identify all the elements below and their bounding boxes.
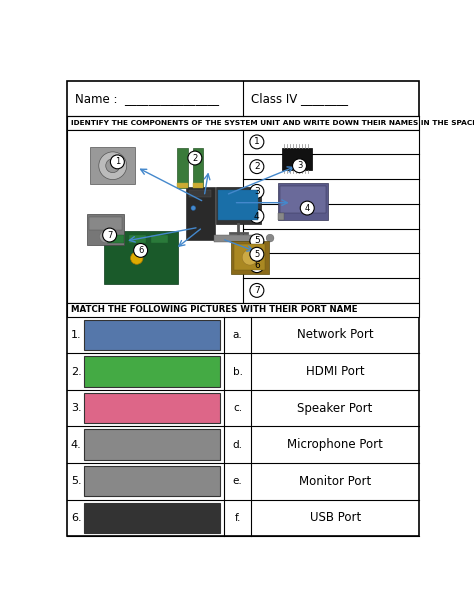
Circle shape [242, 250, 258, 265]
Circle shape [250, 234, 264, 248]
Circle shape [250, 247, 264, 261]
Text: Name :  ________________: Name : ________________ [75, 92, 219, 105]
Text: 7: 7 [107, 230, 112, 240]
Text: 1.: 1. [71, 330, 82, 340]
Bar [231, 241, 268, 274]
Text: 1: 1 [115, 158, 120, 166]
Bar [87, 214, 124, 245]
Bar [280, 186, 326, 213]
Bar [190, 191, 211, 197]
Bar [235, 244, 265, 271]
Bar [67, 303, 419, 316]
Bar [104, 231, 178, 284]
Bar [214, 235, 262, 242]
Bar [67, 130, 419, 303]
Text: e.: e. [233, 476, 242, 486]
Text: Monitor Port: Monitor Port [299, 475, 371, 488]
Text: HDMI Port: HDMI Port [306, 365, 365, 378]
Text: 4: 4 [254, 211, 260, 221]
Text: 7: 7 [254, 286, 260, 295]
Circle shape [250, 135, 264, 149]
Text: Speaker Port: Speaker Port [298, 401, 373, 415]
Bar [84, 466, 220, 496]
Circle shape [100, 230, 112, 243]
Text: IDENTIFY THE COMPONENTS OF THE SYSTEM UNIT AND WRITE DOWN THEIR NAMES IN THE SPA: IDENTIFY THE COMPONENTS OF THE SYSTEM UN… [71, 120, 474, 126]
Bar [192, 183, 203, 188]
Text: Network Port: Network Port [297, 329, 374, 342]
Text: USB Port: USB Port [310, 511, 361, 524]
Circle shape [103, 228, 117, 242]
Bar [283, 148, 312, 170]
Text: 5: 5 [254, 236, 260, 246]
Circle shape [250, 185, 264, 199]
Bar [84, 430, 220, 460]
Circle shape [110, 155, 124, 169]
Text: 5.: 5. [71, 476, 82, 486]
Circle shape [250, 258, 264, 273]
Bar [151, 235, 168, 243]
Bar [278, 183, 328, 221]
Bar [192, 148, 203, 188]
Circle shape [130, 252, 143, 265]
Text: 6: 6 [138, 246, 143, 255]
Circle shape [191, 206, 196, 210]
Bar [218, 189, 258, 221]
Text: 3: 3 [297, 161, 302, 170]
Circle shape [106, 159, 120, 173]
Text: 6.: 6. [71, 513, 82, 523]
Bar [84, 503, 220, 533]
Text: d.: d. [233, 440, 243, 450]
Bar [107, 235, 124, 243]
Text: 5: 5 [254, 250, 259, 259]
Bar [216, 188, 261, 224]
Bar [177, 183, 188, 188]
Bar [278, 213, 284, 221]
Text: b.: b. [233, 367, 243, 376]
Circle shape [266, 234, 274, 242]
Text: 6: 6 [254, 261, 260, 270]
Circle shape [188, 151, 202, 165]
Bar [90, 216, 122, 230]
Circle shape [250, 209, 264, 223]
Text: 4.: 4. [71, 440, 82, 450]
Text: 2.: 2. [71, 367, 82, 376]
Text: 1: 1 [254, 137, 260, 147]
Circle shape [300, 201, 314, 215]
Circle shape [134, 244, 147, 257]
Text: 2: 2 [192, 153, 198, 163]
Text: 3: 3 [254, 187, 260, 196]
Text: MATCH THE FOLLOWING PICTURES WITH THEIR PORT NAME: MATCH THE FOLLOWING PICTURES WITH THEIR … [71, 306, 357, 314]
Bar [177, 148, 188, 188]
Circle shape [250, 284, 264, 298]
Text: a.: a. [233, 330, 242, 340]
Bar [90, 147, 135, 184]
Text: f.: f. [234, 513, 241, 523]
Circle shape [99, 152, 127, 180]
Bar [67, 115, 419, 130]
Bar [129, 235, 146, 243]
Text: c.: c. [233, 403, 242, 413]
Text: Microphone Port: Microphone Port [287, 438, 383, 451]
Bar [84, 320, 220, 350]
Circle shape [292, 159, 307, 173]
Text: Class IV ________: Class IV ________ [251, 92, 347, 105]
Bar [186, 188, 215, 240]
Text: 3.: 3. [71, 403, 82, 413]
Text: 2: 2 [254, 162, 260, 171]
Text: 4: 4 [305, 203, 310, 213]
Circle shape [250, 159, 264, 174]
Bar [84, 393, 220, 423]
Bar [84, 356, 220, 387]
